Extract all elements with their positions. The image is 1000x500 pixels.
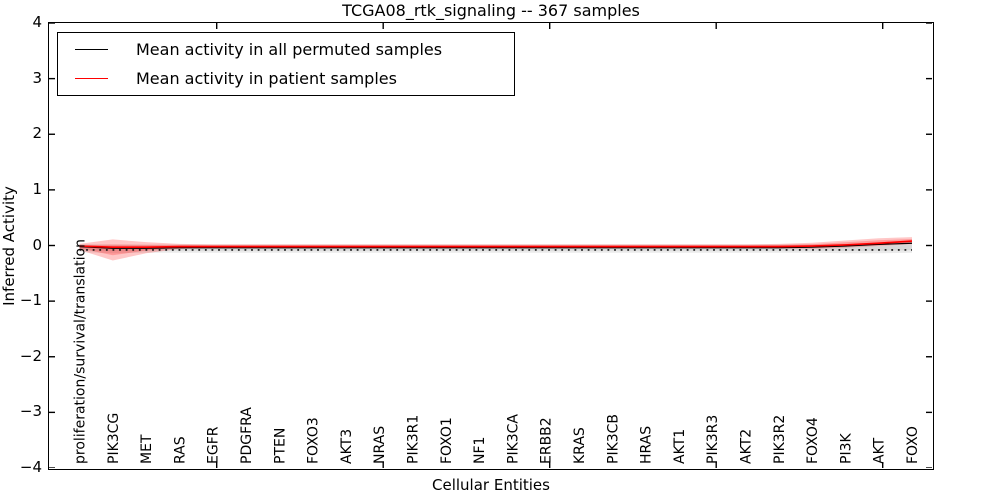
x-category-label: PIK3R2 — [772, 415, 788, 464]
x-category-label: AKT2 — [739, 429, 755, 464]
x-category-label: PIK3R1 — [406, 415, 422, 464]
line-Mean-activity-in-patient-samples — [79, 240, 913, 249]
y-tick-label: 0 — [32, 235, 42, 254]
red-line-sample-icon — [75, 77, 108, 79]
legend-item-patient: Mean activity in patient samples — [58, 64, 514, 92]
x-category-label: AKT — [872, 437, 888, 464]
x-category-label: PIK3CA — [505, 414, 521, 464]
x-category-label: PIK3CB — [605, 414, 621, 464]
x-category-label: HRAS — [639, 426, 655, 464]
legend-item-permuted: Mean activity in all permuted samples — [58, 36, 514, 64]
plot-canvas: proliferation/survival/translation PIK3CG… — [49, 23, 932, 468]
x-category-label: FOXO3 — [306, 417, 322, 464]
legend: Mean activity in all permuted samples Me… — [57, 32, 515, 96]
legend-label: Mean activity in all permuted samples — [136, 40, 443, 60]
x-category-label: PDGFRA — [239, 407, 255, 464]
x-category-label: EGFR — [206, 426, 222, 464]
legend-label: Mean activity in patient samples — [136, 68, 397, 88]
y-tick-label: −2 — [19, 346, 42, 365]
x-category-label: PIK3R3 — [705, 415, 721, 464]
x-category-label: NF1 — [472, 437, 488, 464]
x-category-label: proliferation/survival/translation — [73, 239, 89, 464]
x-category-label: PIK3CG — [106, 413, 122, 464]
x-category-label: NRAS — [372, 426, 388, 464]
y-tick-label: −1 — [19, 291, 42, 310]
y-tick-label: −4 — [19, 458, 42, 476]
x-axis-title: Cellular Entities — [432, 476, 550, 494]
x-category-label: FOXO — [905, 426, 921, 464]
x-category-label: AKT1 — [672, 429, 688, 464]
x-category-label: KRAS — [572, 427, 588, 464]
y-tick-label: 1 — [32, 179, 42, 198]
x-category-label: ERBB2 — [539, 417, 555, 464]
black-line-sample-icon — [75, 49, 108, 51]
x-category-label: AKT3 — [339, 429, 355, 464]
line-Mean-activity-in-all-permuted-samples — [79, 242, 913, 249]
y-tick-label: 3 — [32, 68, 42, 87]
y-tick-label: 4 — [32, 13, 42, 31]
chart-title: TCGA08_rtk_signaling -- 367 samples — [342, 1, 640, 20]
y-tick-label: 2 — [32, 124, 42, 143]
x-category-label: RAS — [172, 436, 188, 464]
x-category-label: PTEN — [272, 428, 288, 464]
y-tick-label: −3 — [19, 402, 42, 421]
x-category-label: FOXO1 — [439, 417, 455, 464]
x-category-label: MET — [139, 434, 155, 464]
x-category-label: FOXO4 — [805, 417, 821, 464]
plot-area: proliferation/survival/translation PIK3CG… — [48, 22, 934, 470]
x-category-label: PI3K — [838, 433, 854, 464]
